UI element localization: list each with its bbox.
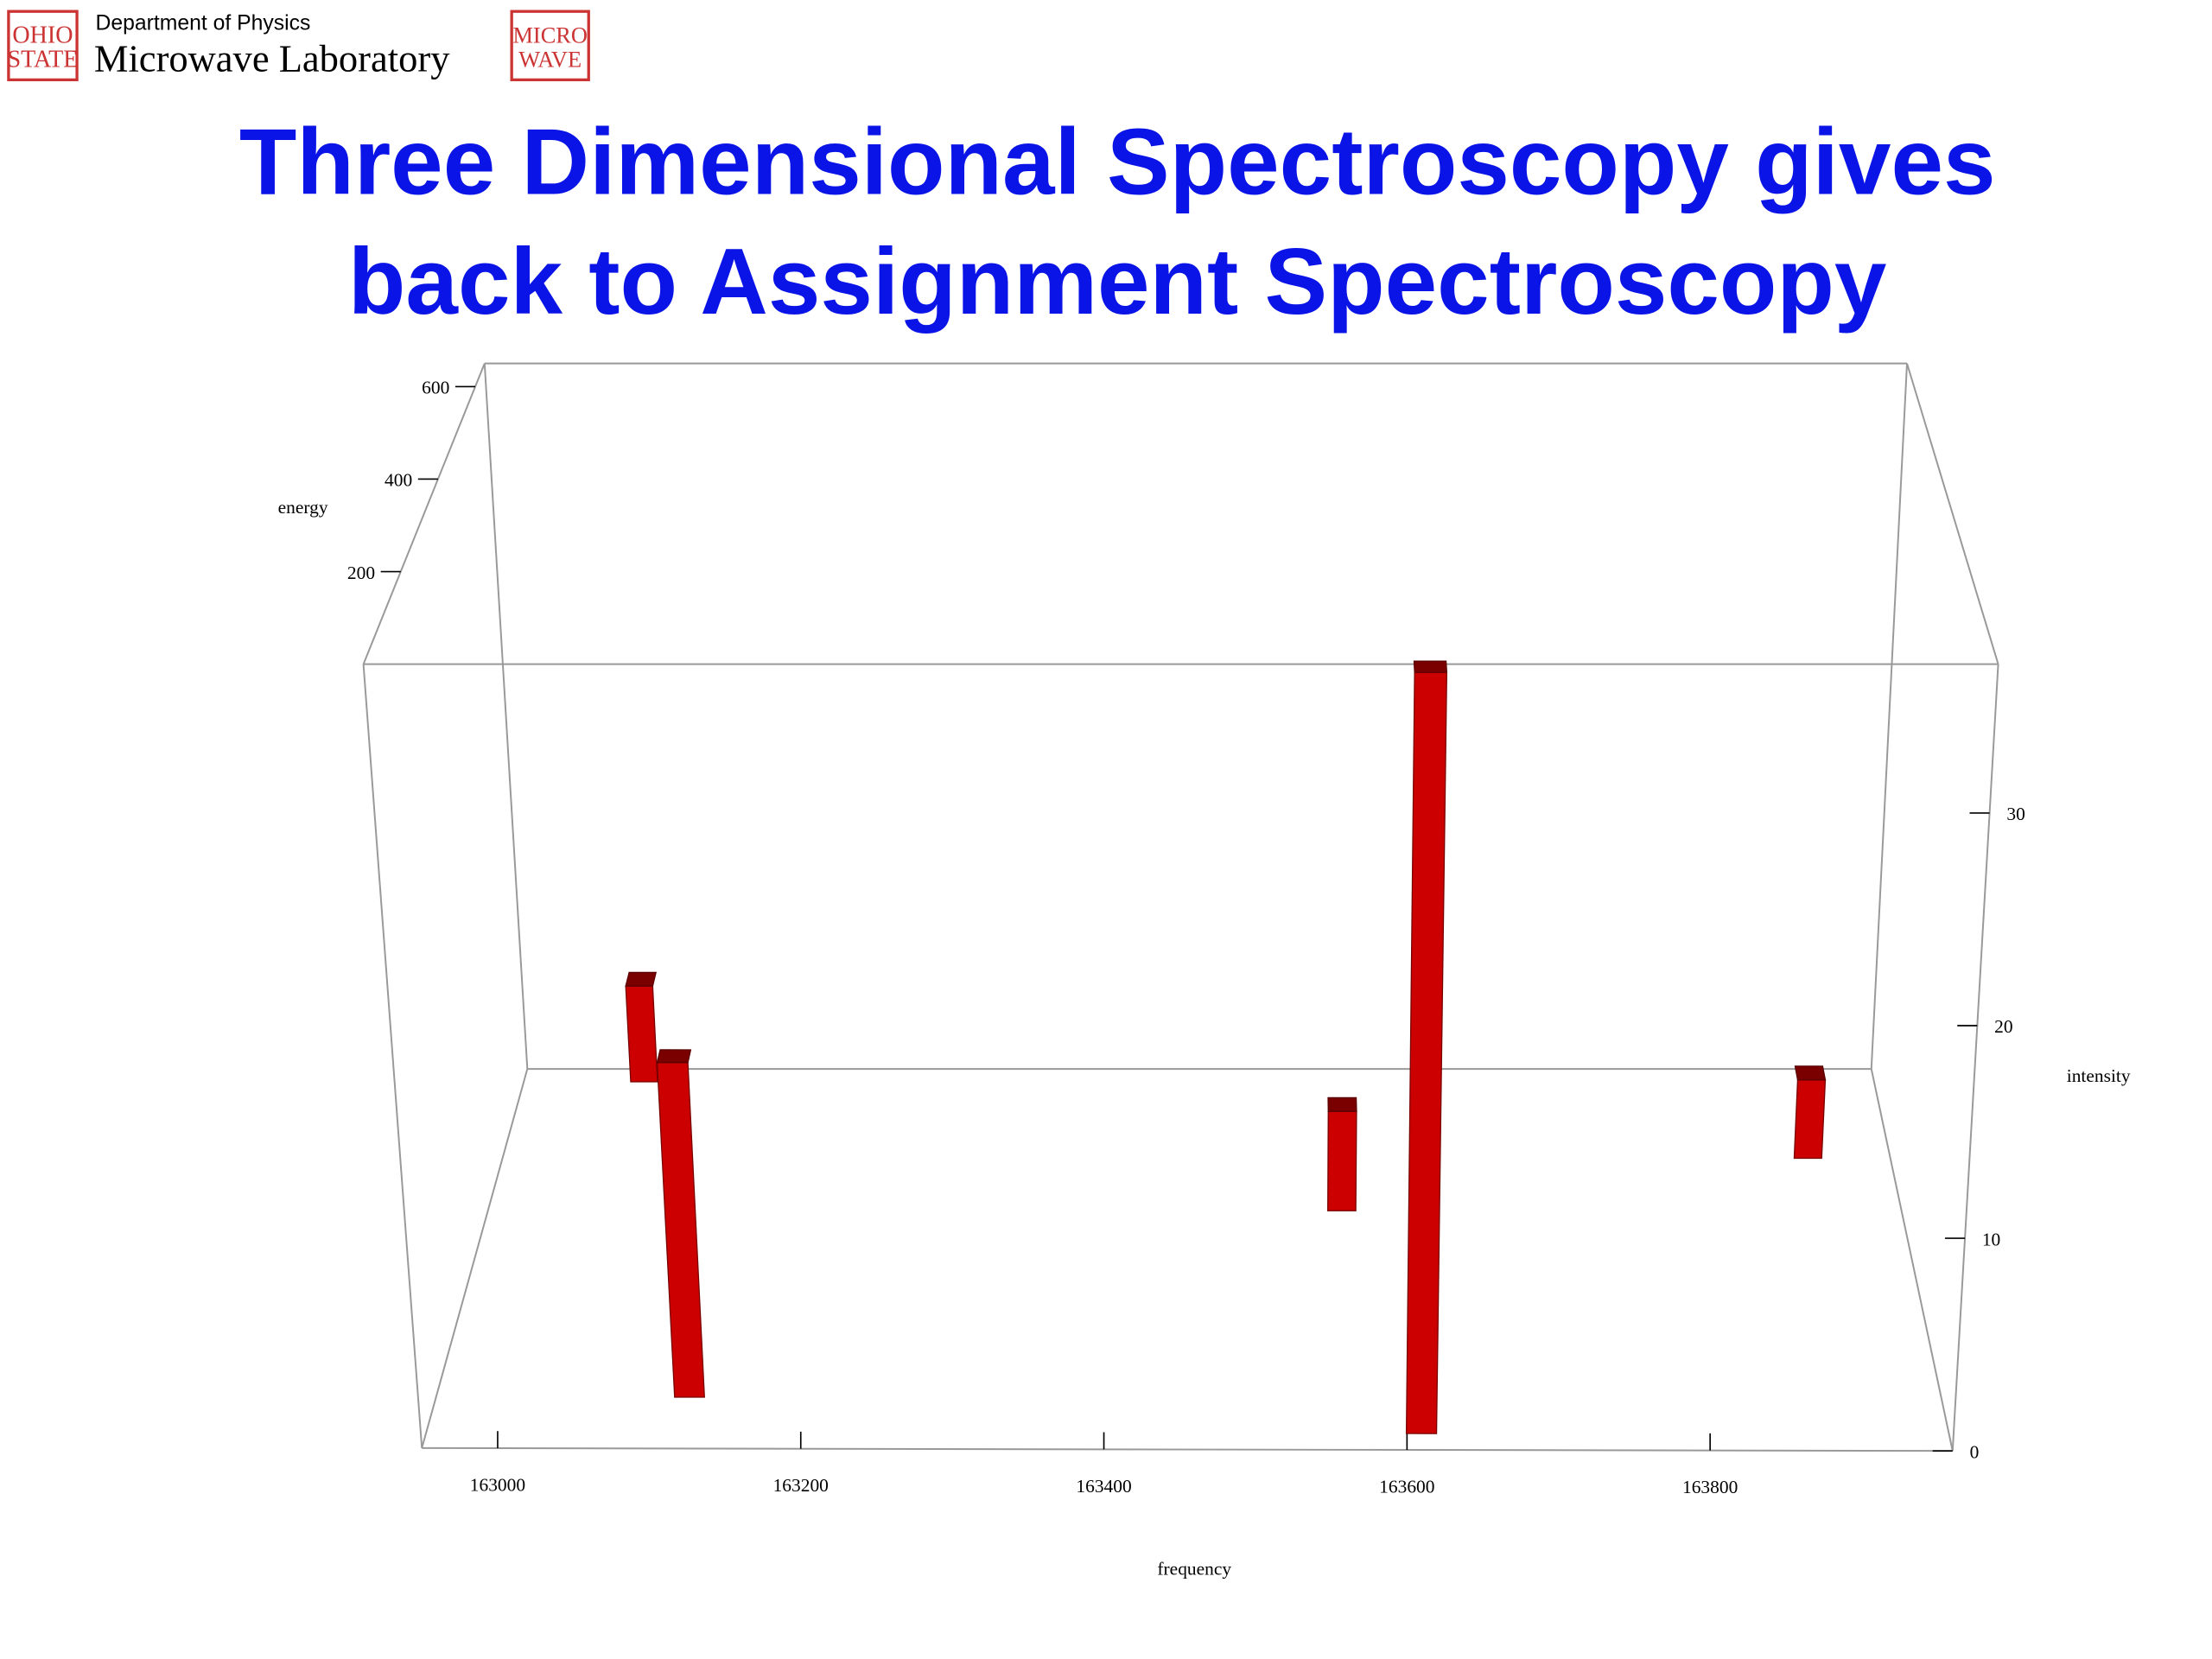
title-line: back to Assignment Spectroscopy: [348, 229, 1887, 334]
x-tick-label: 163200: [773, 1475, 829, 1496]
y-axis-label: intensity: [2067, 1065, 2131, 1086]
bar-top: [656, 1049, 692, 1064]
logo-left: OHIO STATE: [7, 10, 79, 82]
bar-top: [1413, 660, 1448, 673]
box-edge: [1870, 1068, 1954, 1452]
logo-text: OHIO: [12, 22, 73, 48]
bar: [1327, 1110, 1357, 1211]
y-tick-label: 10: [1982, 1229, 2000, 1249]
box-edge: [1906, 363, 1999, 664]
box-edge: [362, 363, 486, 665]
z-tick-label: 200: [347, 563, 375, 583]
y-tick-label: 20: [1994, 1016, 2012, 1037]
x-tick-label: 163000: [470, 1475, 525, 1496]
y-tick-label: 0: [1970, 1441, 1980, 1462]
x-axis-label: frequency: [1157, 1559, 1231, 1580]
box-edge: [422, 1446, 1953, 1452]
chart: 163000 163200 163400 163600 163800 0 10 20 30 200…: [278, 362, 2131, 1580]
box-edge: [362, 664, 423, 1448]
logo-text: STATE: [8, 47, 79, 73]
x-tick-label: 163800: [1682, 1477, 1738, 1497]
x-tick-label: 163400: [1076, 1476, 1131, 1497]
department: Department of Physics: [96, 12, 311, 35]
bar-top: [625, 971, 657, 987]
box-edge: [421, 1068, 529, 1449]
title-line: Three Dimensional Spectroscopy gives: [239, 109, 1996, 214]
z-axis-label: energy: [278, 497, 328, 518]
logo-right: MICRO WAVE: [510, 10, 590, 82]
z-tick-label: 600: [422, 378, 449, 398]
box-edge: [483, 363, 529, 1070]
y-tick-label: 30: [2006, 804, 2024, 824]
logo-text: WAVE: [518, 47, 582, 73]
x-tick-label: 163600: [1379, 1476, 1434, 1497]
bar: [625, 985, 658, 1083]
bar-top: [1327, 1096, 1357, 1112]
logo-text: MICRO: [512, 22, 587, 48]
bar: [1793, 1079, 1827, 1160]
bar-top: [1794, 1065, 1827, 1081]
z-tick-label: 400: [385, 470, 412, 491]
lab-name: Microwave Laboratory: [94, 36, 450, 79]
box-edge: [1870, 363, 1908, 1070]
box-edge: [1951, 664, 1999, 1452]
